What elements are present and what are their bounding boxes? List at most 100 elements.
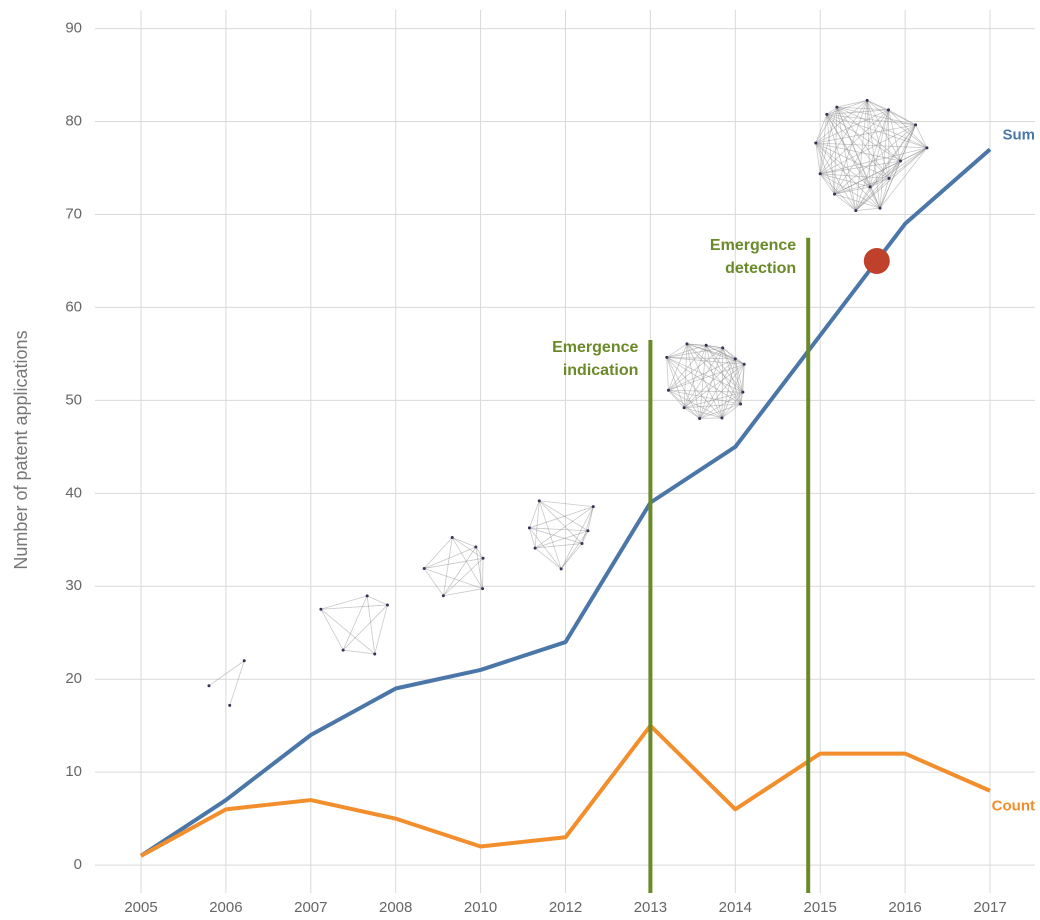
network-edge — [742, 364, 745, 393]
network-edge — [866, 100, 916, 126]
network-edge — [834, 193, 881, 209]
network-edge — [666, 344, 707, 358]
network-edge — [534, 547, 562, 570]
network-edge — [668, 389, 723, 419]
network-edge — [699, 345, 707, 419]
network-edge — [529, 500, 540, 529]
network-edge — [815, 142, 835, 195]
x-tick-label: 2005 — [124, 899, 157, 916]
network-edge — [869, 160, 901, 188]
network-edge — [668, 363, 745, 391]
network-edge — [834, 124, 916, 195]
network-edge — [705, 344, 745, 365]
network-edge — [683, 407, 723, 419]
network-edge — [834, 100, 868, 195]
series-line — [140, 723, 991, 858]
network-edge — [699, 347, 724, 419]
network-edge — [534, 500, 540, 549]
network-edge — [815, 142, 881, 209]
network-node — [591, 505, 595, 509]
network-edge — [668, 344, 707, 391]
network-edge — [705, 345, 741, 405]
network-edge — [836, 106, 889, 111]
network-edge — [836, 106, 901, 162]
network-edge — [721, 364, 745, 419]
network-edge — [587, 506, 594, 531]
network-edge — [826, 106, 838, 115]
network-edge — [320, 604, 388, 610]
network-edge — [869, 124, 916, 188]
network-node — [741, 390, 745, 394]
network-edge — [452, 537, 484, 559]
network-edge — [666, 357, 745, 365]
network-edge — [815, 100, 868, 144]
network-node — [865, 98, 869, 102]
network-edge — [320, 609, 344, 651]
network-node — [886, 108, 890, 112]
network-edge — [855, 186, 871, 211]
network-edge — [834, 107, 838, 195]
network-edge — [443, 558, 484, 597]
network-edge — [734, 358, 744, 393]
network-node — [365, 594, 369, 598]
network-edge — [888, 109, 928, 149]
network-edge — [424, 546, 477, 569]
network-edge — [374, 604, 388, 655]
network-node — [720, 416, 724, 420]
network-edge — [668, 389, 700, 419]
network-edge — [734, 358, 741, 405]
network-edge — [451, 537, 483, 589]
network-edge — [529, 527, 536, 549]
network-edge — [722, 347, 744, 393]
network-edge — [834, 160, 901, 195]
network-edge — [834, 147, 928, 195]
x-tick-label: 2013 — [634, 899, 667, 916]
network-edge — [826, 114, 857, 211]
network-edge — [820, 173, 890, 179]
network-edge — [815, 142, 890, 179]
network-node — [887, 176, 891, 180]
network-edge — [722, 347, 745, 365]
network-node — [878, 206, 882, 210]
x-tick-label: 2016 — [888, 899, 921, 916]
network-node — [242, 659, 246, 663]
network-edge — [819, 109, 889, 175]
network-edge — [668, 389, 743, 393]
network-edge — [815, 142, 901, 162]
network-edge — [722, 347, 736, 360]
network-node — [666, 388, 670, 392]
x-tick-label: 2007 — [294, 899, 327, 916]
network-edge — [538, 500, 562, 570]
series-line — [139, 147, 992, 858]
network-edge — [820, 173, 871, 188]
y-tick-label: 60 — [65, 298, 82, 315]
network-node — [527, 526, 531, 530]
network-edge — [534, 530, 589, 549]
network-node — [228, 703, 232, 707]
network-node — [835, 105, 839, 109]
network-edge — [866, 100, 871, 187]
network-edge — [342, 595, 368, 651]
network-edge — [819, 107, 838, 174]
network-node — [207, 684, 211, 688]
network-edge — [866, 100, 901, 162]
network-edge — [888, 109, 901, 162]
network-edge — [826, 114, 871, 188]
network-edge — [668, 347, 723, 391]
annotation-text: Emergence — [710, 237, 796, 254]
network-edge — [869, 109, 889, 187]
network-node — [665, 355, 669, 359]
network-edge — [888, 147, 928, 179]
network-edge — [560, 530, 589, 570]
network-node — [733, 357, 737, 361]
network-edge — [684, 403, 741, 409]
network-edge — [915, 124, 928, 149]
network-edge — [869, 186, 881, 209]
network-edge — [869, 178, 890, 188]
network-node — [698, 416, 702, 420]
network-edge — [686, 343, 741, 405]
network-edge — [869, 147, 928, 188]
network-edge — [666, 343, 688, 358]
network-edge — [819, 173, 881, 209]
network-edge — [836, 106, 890, 179]
